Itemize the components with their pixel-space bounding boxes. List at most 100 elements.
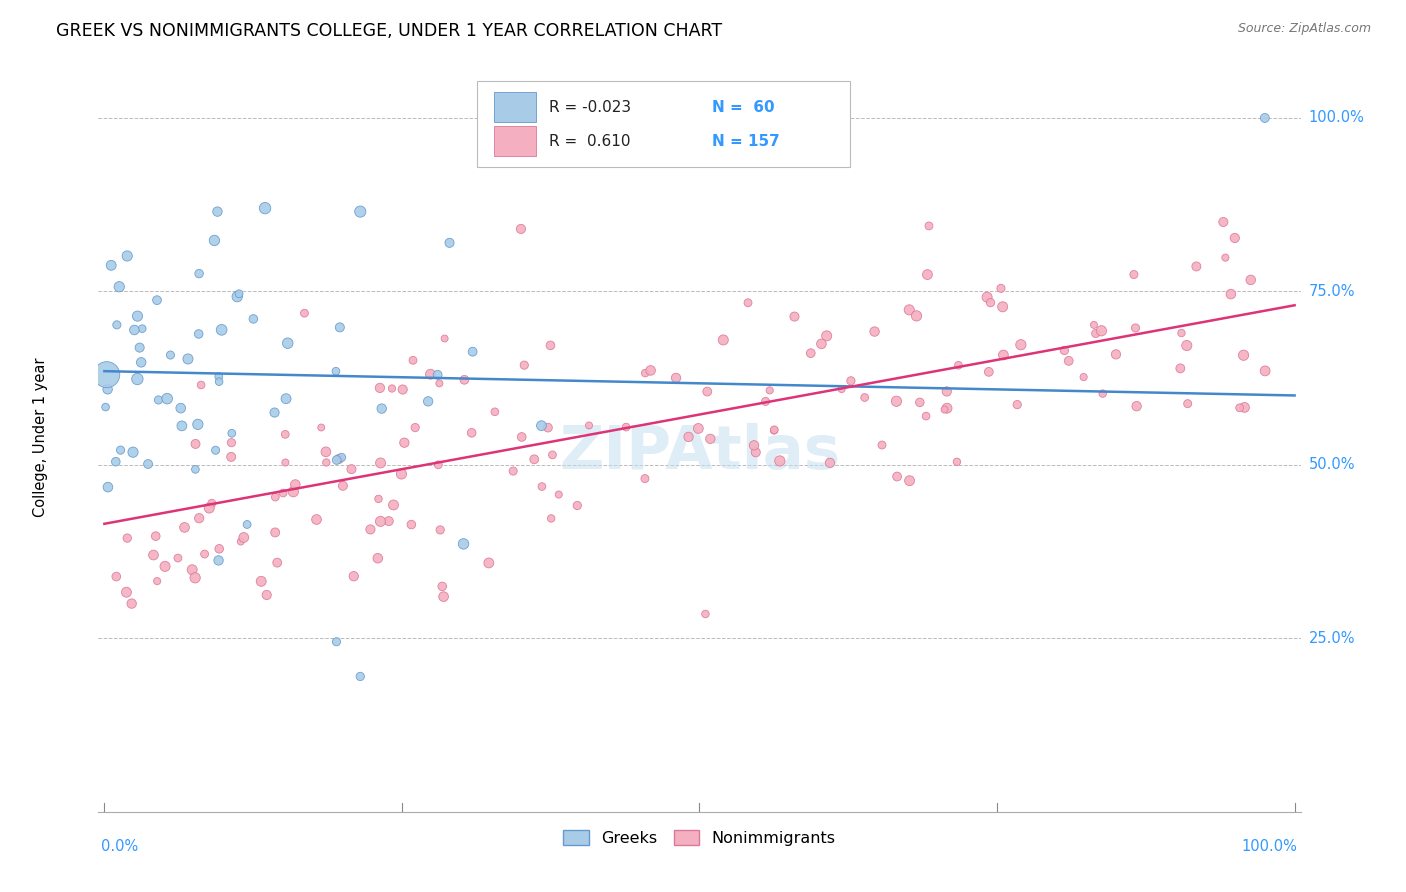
Point [184,571,207,585]
Point [108,279,131,293]
Point [419,368,441,382]
Point [578,418,600,433]
Point [142,548,165,562]
Point [156,392,179,406]
Point [1170,361,1192,376]
Point [325,453,347,467]
Point [1215,251,1237,265]
Point [530,418,553,433]
Point [540,511,562,525]
Point [232,531,254,545]
Point [745,445,768,459]
Point [936,401,959,416]
Point [325,634,347,648]
Point [769,454,792,468]
Point [946,455,969,469]
Point [122,445,145,459]
Point [510,430,533,444]
Point [898,474,921,488]
Point [1057,354,1080,368]
Point [271,486,294,500]
Point [349,669,371,683]
Text: R =  0.610: R = 0.610 [550,134,631,149]
Point [453,373,475,387]
Point [1010,337,1032,351]
Point [211,323,233,337]
Point [863,325,886,339]
Point [839,374,862,388]
Point [367,551,389,566]
Text: 50.0%: 50.0% [1309,458,1355,473]
Point [1105,347,1128,361]
Point [229,534,252,549]
Point [1219,287,1241,301]
Point [131,321,153,335]
Point [367,491,389,506]
Point [194,547,217,561]
Point [948,358,970,372]
Point [202,234,225,248]
Point [207,204,229,219]
Point [886,469,908,483]
Legend: Greeks, Nonimmigrants: Greeks, Nonimmigrants [557,823,842,853]
Point [404,420,426,434]
Text: R = -0.023: R = -0.023 [550,100,631,115]
Point [315,445,337,459]
Point [886,394,908,409]
Point [250,574,273,589]
Point [991,300,1014,314]
Point [1005,398,1028,412]
Point [1177,397,1199,411]
Point [870,438,893,452]
Point [523,452,546,467]
Point [853,391,876,405]
Point [905,309,928,323]
Point [1254,111,1277,125]
Point [104,455,127,469]
Point [742,438,765,452]
Point [665,371,688,385]
Point [547,487,569,501]
Point [117,531,139,545]
Point [918,219,941,233]
Point [170,401,193,416]
Point [370,514,392,528]
Point [432,579,454,593]
Point [763,424,786,438]
FancyBboxPatch shape [494,93,536,122]
Point [754,394,776,409]
Point [105,569,128,583]
Point [221,426,243,441]
Point [815,329,838,343]
Point [94,400,117,414]
Point [105,318,128,332]
Point [97,382,120,396]
Point [370,456,392,470]
Point [977,365,1000,379]
Point [460,425,482,440]
Point [461,344,484,359]
Point [96,368,118,382]
Point [328,451,350,466]
Point [1254,364,1277,378]
Point [325,364,347,378]
Point [478,556,501,570]
Point [634,472,657,486]
Point [173,520,195,534]
Point [935,384,957,399]
Point [783,310,806,324]
Point [614,420,637,434]
Point [208,369,231,384]
Point [284,477,307,491]
Point [315,455,337,469]
Point [136,457,159,471]
Point [128,341,150,355]
Point [530,479,553,493]
Point [484,405,506,419]
Point [382,498,405,512]
Point [1083,318,1105,332]
Point [678,430,700,444]
Text: 100.0%: 100.0% [1241,839,1298,855]
Point [540,338,562,352]
Point [800,346,823,360]
